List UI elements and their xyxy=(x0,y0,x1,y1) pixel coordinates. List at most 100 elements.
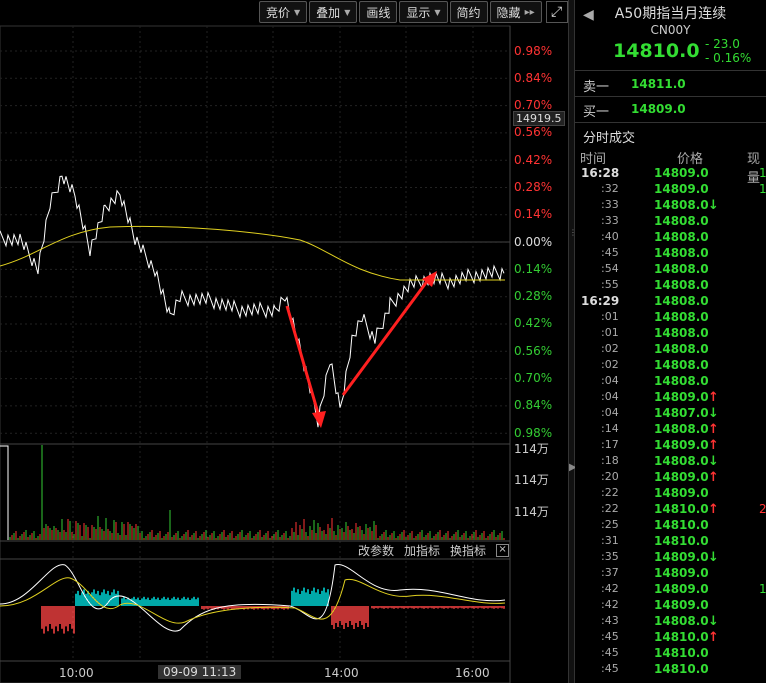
tick-price: 14808.0 xyxy=(654,342,709,356)
tick-row[interactable]: :02 14808.0 xyxy=(575,342,766,358)
tick-row[interactable]: :04 14808.0 xyxy=(575,374,766,390)
panel-splitter[interactable]: ⋮ ▶ xyxy=(568,0,577,683)
tick-row[interactable]: :45 14808.0 xyxy=(575,246,766,262)
percent-axis-label: 0.98% xyxy=(514,426,553,440)
tick-row[interactable]: :02 14808.0 xyxy=(575,358,766,374)
ask-label: 卖一 xyxy=(583,80,610,95)
annotation-arrow xyxy=(341,279,430,396)
intraday-chart-svg[interactable] xyxy=(0,0,568,683)
tick-row[interactable]: :45 14810.0 xyxy=(575,662,766,678)
tick-row[interactable]: :01 14808.0 xyxy=(575,326,766,342)
tick-price: 14810.0 xyxy=(654,662,709,676)
tick-row[interactable]: :40 14808.0 xyxy=(575,230,766,246)
tick-time: :33 xyxy=(601,214,619,227)
tick-price: 14808.0 xyxy=(654,294,709,308)
last-price: 14810.0 xyxy=(613,40,700,62)
tick-row[interactable]: :43 14808.0 ↓ xyxy=(575,614,766,630)
tick-price: 14807.0 xyxy=(654,406,709,420)
tick-row[interactable]: :31 14810.0 xyxy=(575,534,766,550)
annotation-arrowhead xyxy=(422,271,437,287)
add-indicator-button[interactable]: 加指标 xyxy=(404,544,441,558)
volume-axis-label: 114万 xyxy=(514,442,549,456)
percent-axis-label: 0.70% xyxy=(514,98,553,112)
tick-row[interactable]: :04 14807.0 ↓ xyxy=(575,406,766,422)
tick-volume: 1 xyxy=(759,582,766,596)
tick-row[interactable]: :22 14810.0 ↑ 2 xyxy=(575,502,766,518)
tick-price: 14808.0 xyxy=(654,358,709,372)
tick-row[interactable]: 16:28 14809.0 1 xyxy=(575,166,766,182)
volume-outline xyxy=(0,445,9,540)
tick-row[interactable]: :35 14809.0 ↓ xyxy=(575,550,766,566)
annotation-arrowhead xyxy=(312,411,326,428)
tick-time: :33 xyxy=(601,198,619,211)
back-arrow-icon[interactable]: ◀ xyxy=(583,7,594,23)
tick-row[interactable]: 16:29 14808.0 xyxy=(575,294,766,310)
tick-volume: 2 xyxy=(759,502,766,516)
collapse-panel-icon[interactable]: ▶ xyxy=(569,462,577,473)
caret-down-icon: ▼ xyxy=(434,7,441,17)
close-indicator-icon[interactable]: × xyxy=(496,544,510,557)
toolbar-button-label: 简约 xyxy=(456,5,481,20)
tick-row[interactable]: :32 14809.0 1 xyxy=(575,182,766,198)
tick-time: :42 xyxy=(601,582,619,595)
tick-row[interactable]: :18 14808.0 ↓ xyxy=(575,454,766,470)
tick-time: :42 xyxy=(601,598,619,611)
tick-row[interactable]: :33 14808.0 xyxy=(575,214,766,230)
tick-price: 14808.0 xyxy=(654,214,709,228)
instrument-title: A50期指当月连续 xyxy=(614,6,727,22)
tick-row[interactable]: :33 14808.0 ↓ xyxy=(575,198,766,214)
tick-row[interactable]: :25 14810.0 xyxy=(575,518,766,534)
caret-down-icon: ▼ xyxy=(344,7,351,17)
toolbar-button-label: 竞价 xyxy=(266,5,291,20)
tick-time: :02 xyxy=(601,358,619,371)
ticks-list[interactable]: 16:28 14809.0 1:32 14809.0 1:33 14808.0 ↓:33 14… xyxy=(575,166,766,678)
tick-time: 16:29 xyxy=(581,294,620,308)
expand-window-icon[interactable]: ⤢ xyxy=(545,1,568,23)
percent-axis-label: 0.14% xyxy=(514,262,553,276)
toolbar-button[interactable]: 画线 xyxy=(359,1,398,23)
divider xyxy=(575,96,766,97)
tick-price: 14809.0 xyxy=(654,438,709,452)
tick-time: :31 xyxy=(601,534,619,547)
tick-row[interactable]: :55 14808.0 xyxy=(575,278,766,294)
ask-price: 14811.0 xyxy=(631,77,686,91)
toolbar-button[interactable]: 隐藏 ▸▸ xyxy=(489,1,542,23)
intraday-chart-area[interactable]: 竞价 ▼ 叠加 ▼ 画线 显示 ▼ 简约 隐藏 ▸▸ ⤢ 0.98% 0.84% 0.70% 0.56% 0… xyxy=(0,0,568,683)
tick-time: :01 xyxy=(601,310,619,323)
toolbar-button-label: 叠加 xyxy=(316,5,341,20)
bid-label: 买一 xyxy=(583,105,610,120)
chart-frame xyxy=(0,25,511,683)
tick-row[interactable]: :20 14809.0 ↑ xyxy=(575,470,766,486)
tick-row[interactable]: :14 14808.0 ↑ xyxy=(575,422,766,438)
tick-row[interactable]: :17 14809.0 ↑ xyxy=(575,438,766,454)
toolbar-button[interactable]: 简约 xyxy=(449,1,488,23)
tick-time: :02 xyxy=(601,342,619,355)
tick-row[interactable]: :45 14810.0 ↑ xyxy=(575,630,766,646)
tick-row[interactable]: :04 14809.0 ↑ xyxy=(575,390,766,406)
switch-indicator-button[interactable]: 换指标 xyxy=(450,544,487,558)
tick-price: 14810.0 xyxy=(654,646,709,660)
tick-volume: 1 xyxy=(759,182,766,196)
tick-price: 14808.0 xyxy=(654,262,709,276)
splitter-handle-icon[interactable]: ⋮ xyxy=(569,228,577,237)
tick-price: 14809.0 xyxy=(654,582,709,596)
ticks-section-title[interactable]: 分时成交 xyxy=(583,131,636,146)
toolbar-button[interactable]: 竞价 ▼ xyxy=(259,1,308,23)
edit-params-button[interactable]: 改参数 xyxy=(358,544,395,558)
toolbar-button[interactable]: 显示 ▼ xyxy=(399,1,448,23)
tick-price: 14810.0 xyxy=(654,534,709,548)
toolbar-button[interactable]: 叠加 ▼ xyxy=(309,1,358,23)
tick-time: :17 xyxy=(601,438,619,451)
ticks-header-time: 时间 xyxy=(580,152,607,167)
tick-row[interactable]: :01 14808.0 xyxy=(575,310,766,326)
tick-row[interactable]: :42 14809.0 1 xyxy=(575,582,766,598)
price-change: - 23.0 - 0.16% xyxy=(705,37,751,65)
volume-axis-label: 114万 xyxy=(514,505,549,519)
tick-row[interactable]: :22 14809.0 xyxy=(575,486,766,502)
tick-row[interactable]: :37 14809.0 xyxy=(575,566,766,582)
tick-time: :45 xyxy=(601,630,619,643)
tick-row[interactable]: :54 14808.0 xyxy=(575,262,766,278)
tick-row[interactable]: :45 14810.0 xyxy=(575,646,766,662)
tick-price: 14808.0 xyxy=(654,230,709,244)
tick-row[interactable]: :42 14809.0 xyxy=(575,598,766,614)
